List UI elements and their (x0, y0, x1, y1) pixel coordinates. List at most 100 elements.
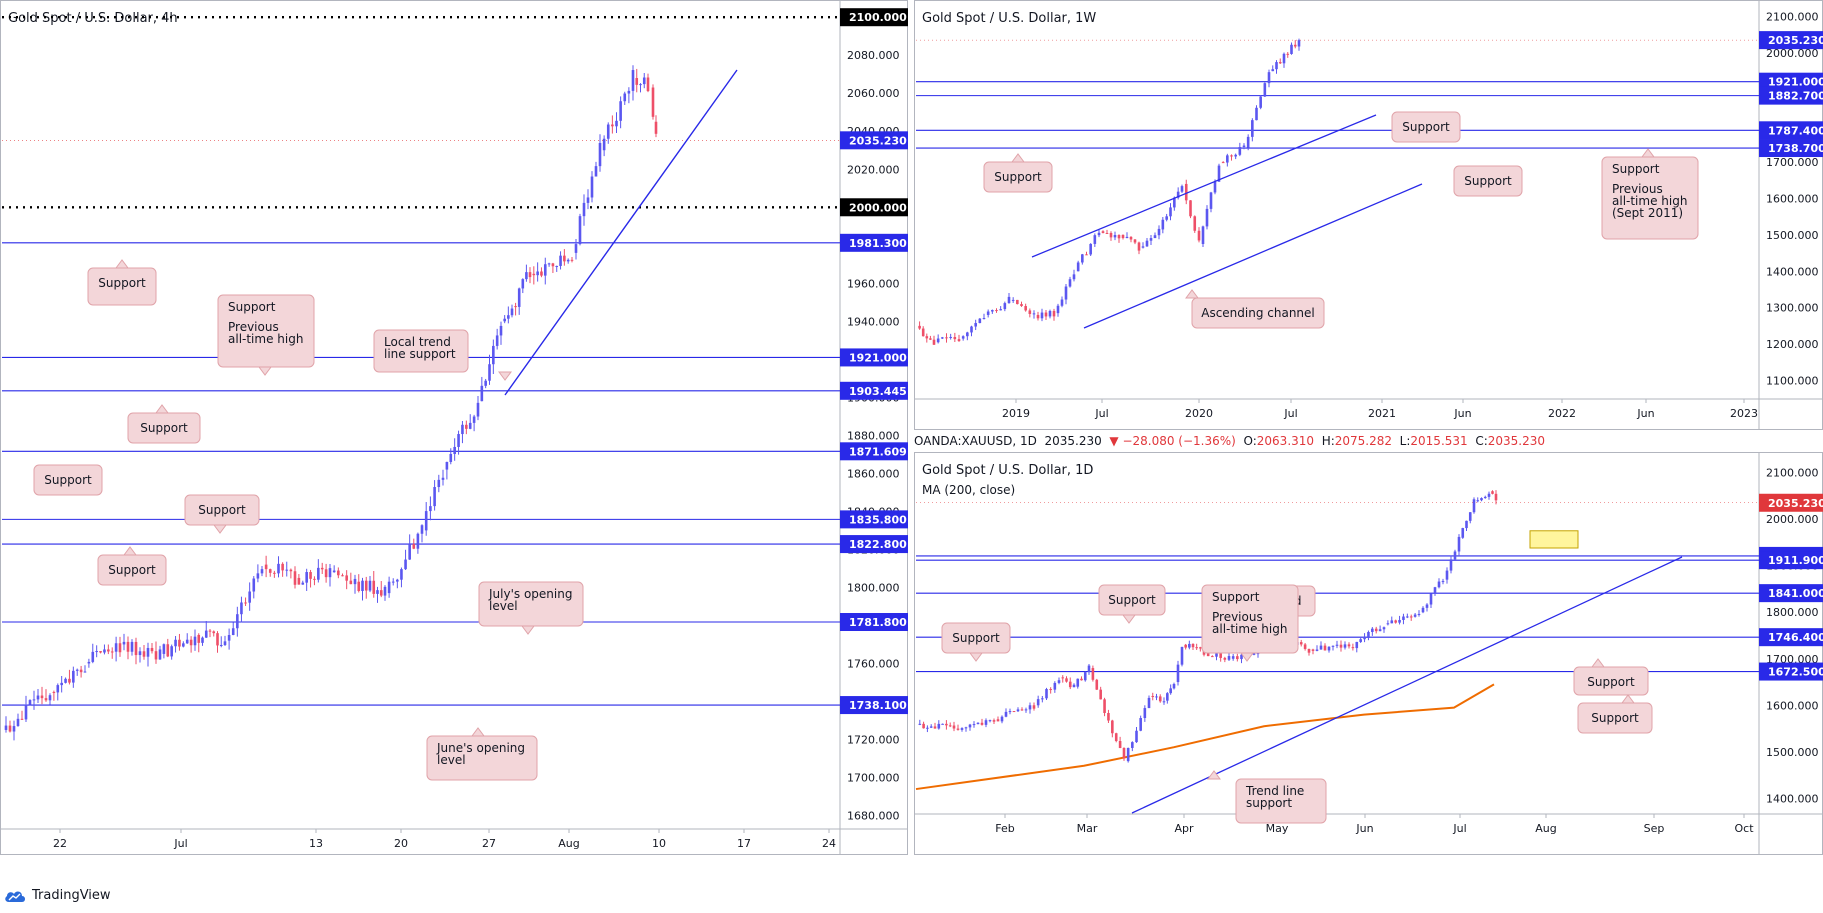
candle-body (28, 700, 32, 705)
level-tag (840, 510, 908, 529)
candle-body (1374, 628, 1378, 632)
annotation-box (127, 412, 201, 444)
candle-body (1184, 183, 1188, 201)
annotation-box (1391, 111, 1461, 143)
x-tick-label: Sep (1644, 822, 1665, 835)
level-tag-label: 1911.900 (1768, 554, 1823, 567)
annotation-box (373, 329, 469, 373)
y-tick-label: 1880.000 (847, 429, 900, 442)
candle-body (929, 726, 933, 728)
candle-body (1076, 678, 1080, 687)
candle-body (1230, 155, 1233, 157)
candle-body (1173, 197, 1176, 208)
annotation-box (1601, 156, 1699, 240)
candle-body (337, 570, 340, 576)
chart-weekly[interactable]: Gold Spot / U.S. Dollar, 1W 1100.000 1200.… (914, 0, 1823, 430)
candle-body (1147, 697, 1151, 709)
y-tick-label: 1960.000 (847, 277, 900, 290)
candle-body (528, 272, 532, 278)
candle-body (1101, 231, 1105, 233)
candle-body (1238, 146, 1242, 155)
chart-frame (914, 452, 1823, 855)
x-tick-label: 2019 (1002, 407, 1030, 420)
candle-body (1468, 512, 1472, 521)
x-tick-label: Jul (173, 837, 187, 850)
candle-body (231, 628, 235, 636)
last-price-label: 2035.230 (1768, 34, 1823, 47)
level-tag-label: 1921.000 (1768, 76, 1823, 89)
candle-body (1184, 644, 1187, 648)
candle-body (1255, 107, 1258, 121)
chart-daily[interactable]: Gold Spot / U.S. Dollar, 1D MA (200, clos… (914, 452, 1823, 855)
candle-body (611, 124, 614, 127)
candle-body (1036, 314, 1040, 319)
annotation-pointer (498, 371, 512, 381)
annotation-box (184, 494, 260, 526)
candle-body (75, 669, 79, 671)
candle-body (79, 669, 83, 673)
candle-body (110, 651, 114, 653)
candle-body (1275, 62, 1278, 70)
x-tick-label: Feb (995, 822, 1014, 835)
candle-body (941, 337, 944, 339)
chart-4h[interactable]: Gold Spot / U.S. Dollar, 4h 1680.000 1700.… (0, 0, 908, 855)
candle-body (1307, 648, 1311, 653)
level-tag (1759, 584, 1823, 603)
indicator-label: MA (200, close) (922, 483, 1015, 497)
candle-body (91, 651, 95, 662)
candle-body (1359, 639, 1362, 642)
annotation-text: Support (108, 563, 156, 577)
tradingview-cloud-icon (5, 891, 25, 902)
candle-body (138, 651, 142, 656)
y-tick-label: 1700.000 (1766, 653, 1819, 666)
candle-body (416, 533, 420, 549)
candle-body (457, 434, 460, 447)
candle-body (216, 633, 219, 646)
candle-body (521, 279, 525, 289)
annotation-box (1191, 297, 1325, 329)
candle-body (1221, 162, 1225, 164)
candle-body (32, 699, 36, 701)
candle-body (559, 255, 562, 266)
candle-body (1145, 240, 1149, 247)
candle-body (16, 718, 20, 727)
local-trend-line (504, 69, 738, 396)
level-tag-label: 1903.445 (849, 385, 907, 398)
candle-body (1278, 62, 1282, 64)
candle-body (1205, 208, 1209, 227)
candle-body (1371, 628, 1374, 632)
candle-body (332, 570, 336, 573)
candle-body (1049, 689, 1052, 691)
candle-body (1028, 705, 1032, 710)
candle-body (285, 569, 289, 571)
ohlc-status-bar: OANDA:XAUUSD, 1D 2035.230 ▼ −28.080 (−1.… (914, 434, 1545, 448)
candle-body (154, 651, 158, 660)
candle-body (982, 318, 986, 320)
candle-body (514, 306, 517, 308)
candle-body (1028, 310, 1032, 314)
candle-body (1311, 649, 1315, 651)
candle-body (1390, 620, 1394, 624)
candle-body (174, 639, 177, 647)
candle-body (1465, 520, 1468, 529)
candle-body (433, 487, 436, 507)
candle-body (1331, 645, 1335, 647)
tradingview-logo[interactable]: TradingView (4, 888, 111, 903)
candle-body (978, 318, 982, 324)
x-tick-label: 17 (737, 837, 751, 850)
annotation-text: June's opening (436, 741, 525, 755)
candle-body (991, 310, 994, 312)
candle-body (1315, 649, 1319, 651)
candle-body (1056, 305, 1060, 314)
x-tick-label: 2021 (1368, 407, 1396, 420)
candle-body (1041, 698, 1044, 700)
candle-body (1052, 310, 1056, 317)
candle-body (236, 614, 239, 629)
brand-label: TradingView (32, 888, 111, 903)
candle-body (1319, 645, 1323, 650)
candle-body (437, 479, 441, 488)
candle-body (1162, 701, 1166, 703)
candle-body (1139, 718, 1142, 731)
candle-body (932, 339, 936, 345)
